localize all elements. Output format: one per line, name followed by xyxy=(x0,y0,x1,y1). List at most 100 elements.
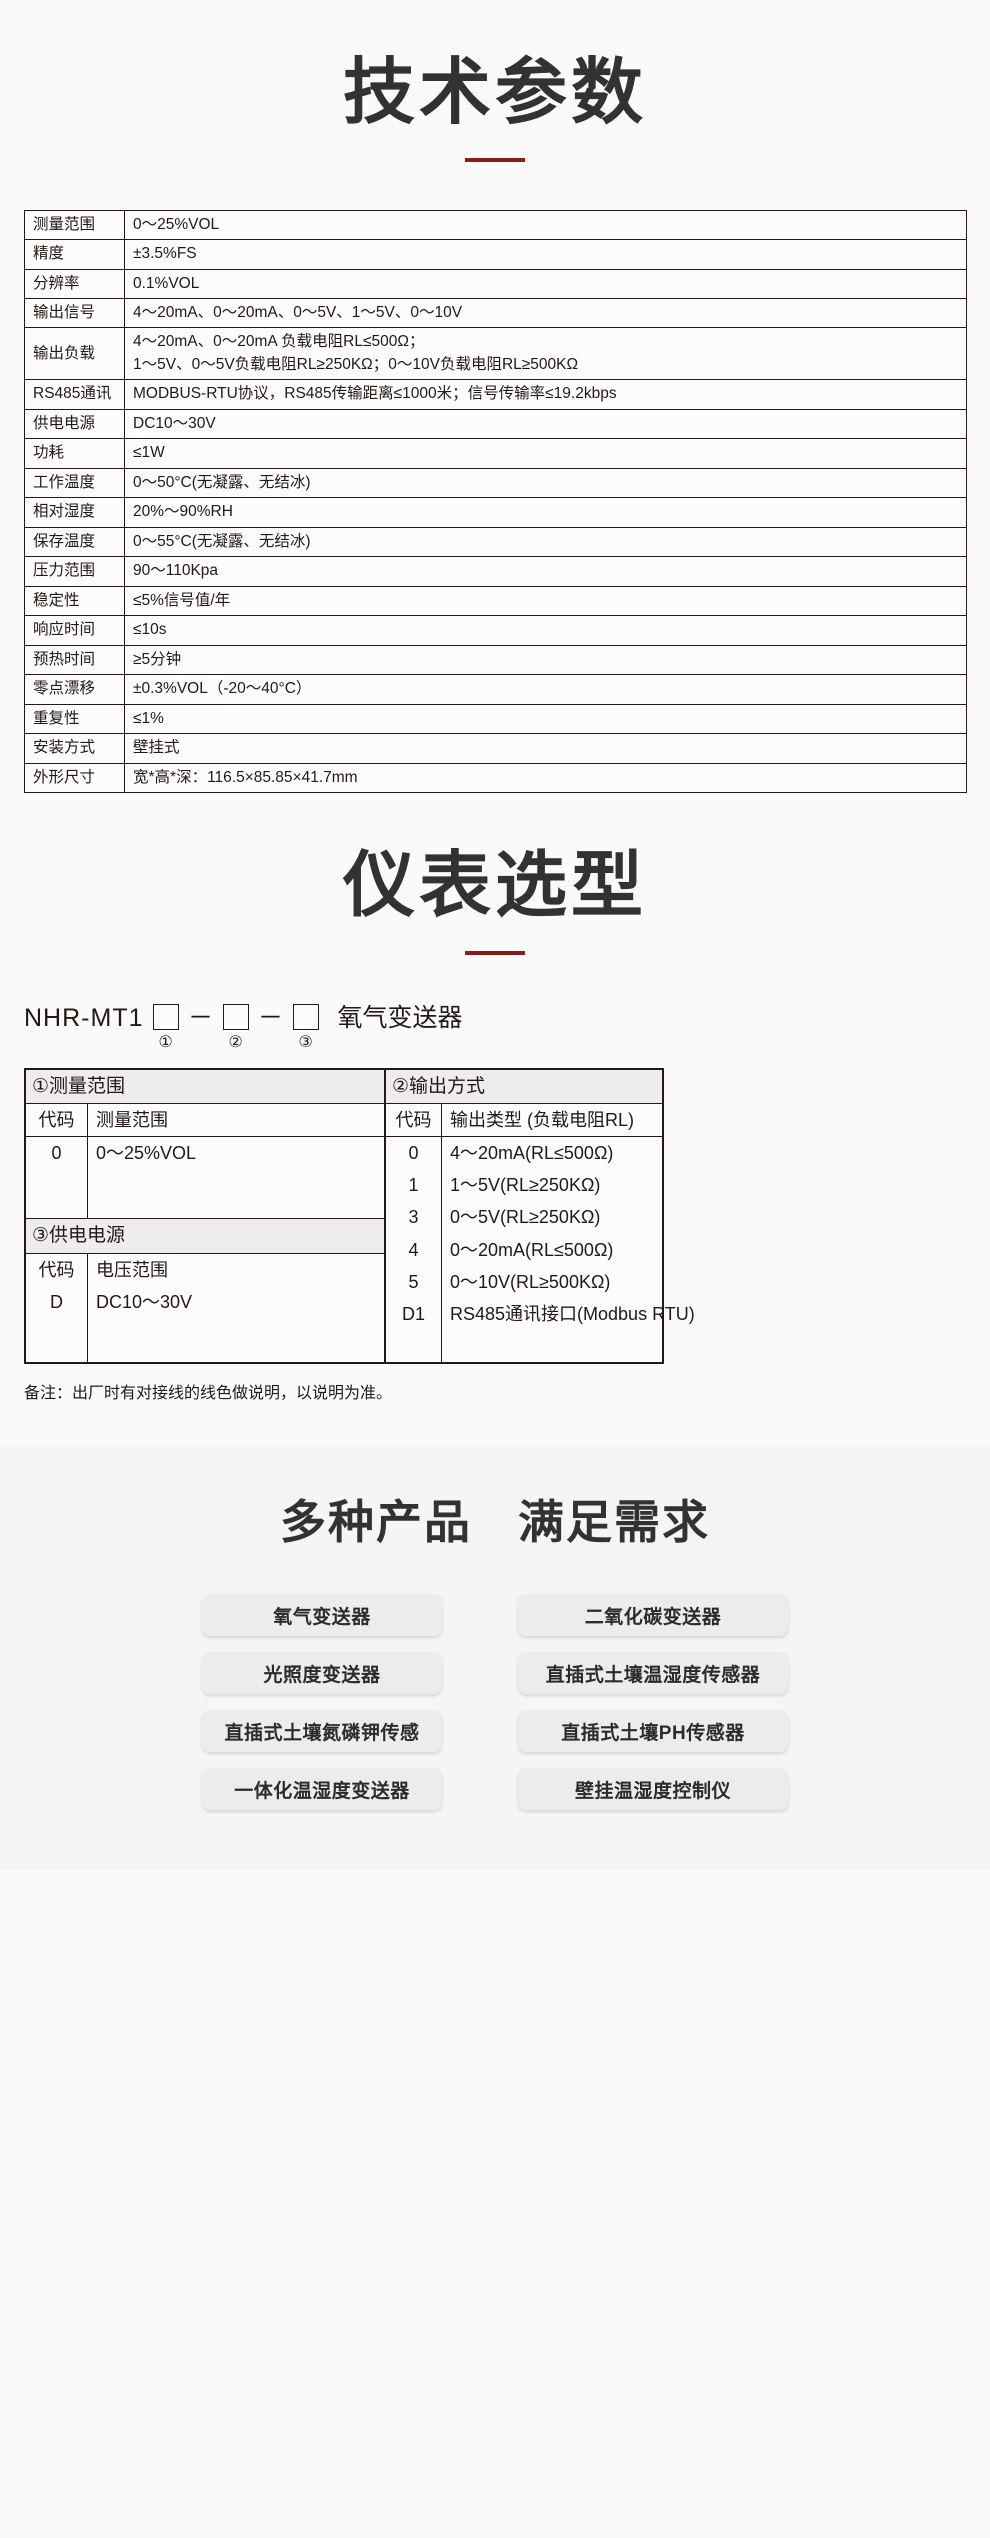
option-code: 5 xyxy=(386,1265,442,1298)
table-row: 保存温度 0～55°C(无凝露、无结冰) xyxy=(24,526,967,558)
group2-header: ②输出方式 xyxy=(386,1069,662,1105)
filler-code-cell xyxy=(386,1329,442,1363)
page-title: 技术参数 xyxy=(342,53,647,133)
option-desc: DC10～30V xyxy=(96,1292,193,1313)
spec-value-line: 1～5V、0～5V负载电阻RL≥250KΩ；0～10V负载电阻RL≥500KΩ xyxy=(133,355,579,373)
spec-value: 0～55°C(无凝露、无结冰) xyxy=(124,526,967,558)
product-button-soil-temp-humidity-sensor[interactable]: 直插式土壤温湿度传感器 xyxy=(518,1652,788,1695)
spec-table: 测量范围 0～25%VOL 精度 ±3.5%FS 分辨率 0.1%VOL 输出信号 4～… xyxy=(24,209,967,793)
selection-section: 仪表选型 NHR-MT1 ① － ② － ③ 氧气变送器 ①测量范围 代码 测 xyxy=(0,793,990,1406)
selection-left-column: ①测量范围 代码 测量范围 0 0～25%VOL ③供电电源 代码 电压范围 xyxy=(26,1069,386,1363)
option-code: D1 xyxy=(386,1297,442,1330)
product-button-co2-transmitter[interactable]: 二氧化碳变送器 xyxy=(518,1594,788,1637)
table-row: 安装方式 壁挂式 xyxy=(24,733,967,764)
table-row[interactable]: 3 0～5V(RL≥250KΩ) xyxy=(386,1201,662,1234)
spec-key: 预热时间 xyxy=(24,644,125,676)
spec-value: 0～50°C(无凝露、无结冰) xyxy=(124,467,967,499)
column-header-desc: 电压范围 xyxy=(96,1260,168,1281)
spec-key: 零点漂移 xyxy=(24,674,125,705)
selection-right-column: ②输出方式 代码 输出类型 (负载电阻RL) 0 4～20mA(RL≤500Ω)… xyxy=(386,1069,695,1363)
model-input-box[interactable] xyxy=(222,1003,249,1030)
spec-value-line: 4～20mA、0～20mA、0～5V、1～5V、0～10V xyxy=(133,304,463,321)
model-slot-marker: ③ xyxy=(298,1033,313,1051)
selection-table-wrap: ①测量范围 代码 测量范围 0 0～25%VOL ③供电电源 代码 电压范围 xyxy=(0,1067,990,1365)
column-header-desc: 输出类型 (负载电阻RL) xyxy=(450,1110,634,1131)
spec-value-line: 0～55°C(无凝露、无结冰) xyxy=(133,532,311,550)
spec-key: 安装方式 xyxy=(24,733,125,764)
table-row[interactable]: 4 0～20mA(RL≤500Ω) xyxy=(386,1233,662,1266)
spec-value: DC10～30V xyxy=(124,408,967,440)
model-slot-3[interactable]: ③ xyxy=(284,999,328,1054)
spec-section: 技术参数 测量范围 0～25%VOL 精度 ±3.5%FS 分辨率 0.1%VOL 输… xyxy=(0,0,990,793)
spec-key: 测量范围 xyxy=(24,209,125,241)
product-button-soil-ph-sensor[interactable]: 直插式土壤PH传感器 xyxy=(518,1710,788,1753)
spec-key: 功耗 xyxy=(24,438,125,469)
table-row: 供电电源 DC10～30V xyxy=(24,408,967,440)
model-product-name: 氧气变送器 xyxy=(337,1003,463,1032)
option-code: 0 xyxy=(26,1137,88,1170)
model-slot-2[interactable]: ② xyxy=(214,999,258,1054)
model-input-box[interactable] xyxy=(152,1003,179,1030)
option-code: 1 xyxy=(386,1169,442,1202)
table-row[interactable]: 0 0～25%VOL xyxy=(26,1137,384,1170)
group1-filler xyxy=(26,1169,384,1220)
group1-header: ①测量范围 xyxy=(26,1069,384,1105)
option-code: 3 xyxy=(386,1201,442,1234)
spec-value-line: 壁挂式 xyxy=(133,739,180,757)
products-grid: 氧气变送器 二氧化碳变送器 光照度变送器 直插式土壤温湿度传感器 直插式土壤氮磷… xyxy=(0,1594,990,1811)
table-row: 功耗 ≤1W xyxy=(24,438,967,469)
table-row: 精度 ±3.5%FS xyxy=(24,239,967,270)
table-row[interactable]: 5 0～10V(RL≥500KΩ) xyxy=(386,1265,662,1298)
option-code: D xyxy=(26,1286,88,1319)
spec-value-line: MODBUS-RTU协议，RS485传输距离≤1000米；信号传输率≤19.2k… xyxy=(133,385,617,403)
table-row: 输出负载 4～20mA、0～20mA 负载电阻RL≤500Ω； 1～5V、0～5V负… xyxy=(24,327,967,381)
product-button-integrated-temp-humidity-transmitter[interactable]: 一体化温湿度变送器 xyxy=(202,1768,442,1811)
spec-value-line: ≤1W xyxy=(133,444,165,462)
product-button-illuminance-transmitter[interactable]: 光照度变送器 xyxy=(202,1652,442,1695)
column-header-code: 代码 xyxy=(386,1104,442,1137)
selection-title: 仪表选型 xyxy=(342,845,647,926)
spec-value-line: 宽*高*深：116.5×85.85×41.7mm xyxy=(133,768,358,786)
table-row[interactable]: 1 1～5V(RL≥250KΩ) xyxy=(386,1169,662,1202)
spec-key: 输出信号 xyxy=(24,297,125,329)
spec-value: 90～110Kpa xyxy=(124,556,967,587)
model-slot-1[interactable]: ① xyxy=(144,999,188,1054)
spec-key: 压力范围 xyxy=(24,556,125,587)
table-row[interactable]: D1 RS485通讯接口(Modbus RTU) xyxy=(386,1297,695,1330)
products-title-left: 多种产品 xyxy=(280,1496,472,1549)
spec-section-header: 技术参数 xyxy=(0,53,990,162)
table-row[interactable]: D DC10～30V xyxy=(26,1286,384,1319)
option-code: 4 xyxy=(386,1233,442,1266)
option-desc: 4～20mA(RL≤500Ω) xyxy=(450,1143,614,1164)
model-input-box[interactable] xyxy=(292,1003,319,1030)
model-dash: － xyxy=(187,1003,213,1032)
spec-key: 保存温度 xyxy=(24,526,125,558)
spec-table-wrap: 测量范围 0～25%VOL 精度 ±3.5%FS 分辨率 0.1%VOL 输出信号 4～… xyxy=(0,209,990,793)
spec-value: ≤1W xyxy=(124,438,967,469)
spec-value: ±0.3%VOL（-20～40°C） xyxy=(124,674,967,705)
product-button-soil-npk-sensor[interactable]: 直插式土壤氮磷钾传感 xyxy=(202,1710,442,1753)
group1-column-headers: 代码 测量范围 xyxy=(26,1104,384,1138)
spec-value-line: 4～20mA、0～20mA 负载电阻RL≤500Ω； xyxy=(133,333,425,351)
spec-value: 4～20mA、0～20mA、0～5V、1～5V、0～10V xyxy=(124,297,967,329)
spec-value-line: ±3.5%FS xyxy=(133,245,197,263)
model-dash: － xyxy=(257,1003,283,1032)
product-button-oxygen-transmitter[interactable]: 氧气变送器 xyxy=(202,1594,442,1637)
table-row: 输出信号 4～20mA、0～20mA、0～5V、1～5V、0～10V xyxy=(24,297,967,329)
group3-header: ③供电电源 xyxy=(26,1219,384,1255)
group3-filler xyxy=(26,1318,384,1363)
spec-value-line: ≤1% xyxy=(133,709,164,727)
spec-key: 供电电源 xyxy=(24,408,125,440)
product-button-wall-mount-temp-humidity-controller[interactable]: 壁挂温湿度控制仪 xyxy=(518,1768,788,1811)
selection-section-header: 仪表选型 xyxy=(0,845,990,955)
spec-value-line: ≤5%信号值/年 xyxy=(133,591,231,609)
model-prefix: NHR-MT1 xyxy=(24,1003,144,1032)
title-divider xyxy=(465,950,525,955)
spec-value-line: DC10～30V xyxy=(133,414,216,432)
filler-code-cell xyxy=(26,1318,88,1363)
table-row: 测量范围 0～25%VOL xyxy=(24,209,967,241)
table-row[interactable]: 0 4～20mA(RL≤500Ω) xyxy=(386,1137,662,1170)
products-header: 多种产品 满足需求 xyxy=(0,1486,990,1552)
spec-key: 精度 xyxy=(24,239,125,270)
table-row: 工作温度 0～50°C(无凝露、无结冰) xyxy=(24,467,967,499)
